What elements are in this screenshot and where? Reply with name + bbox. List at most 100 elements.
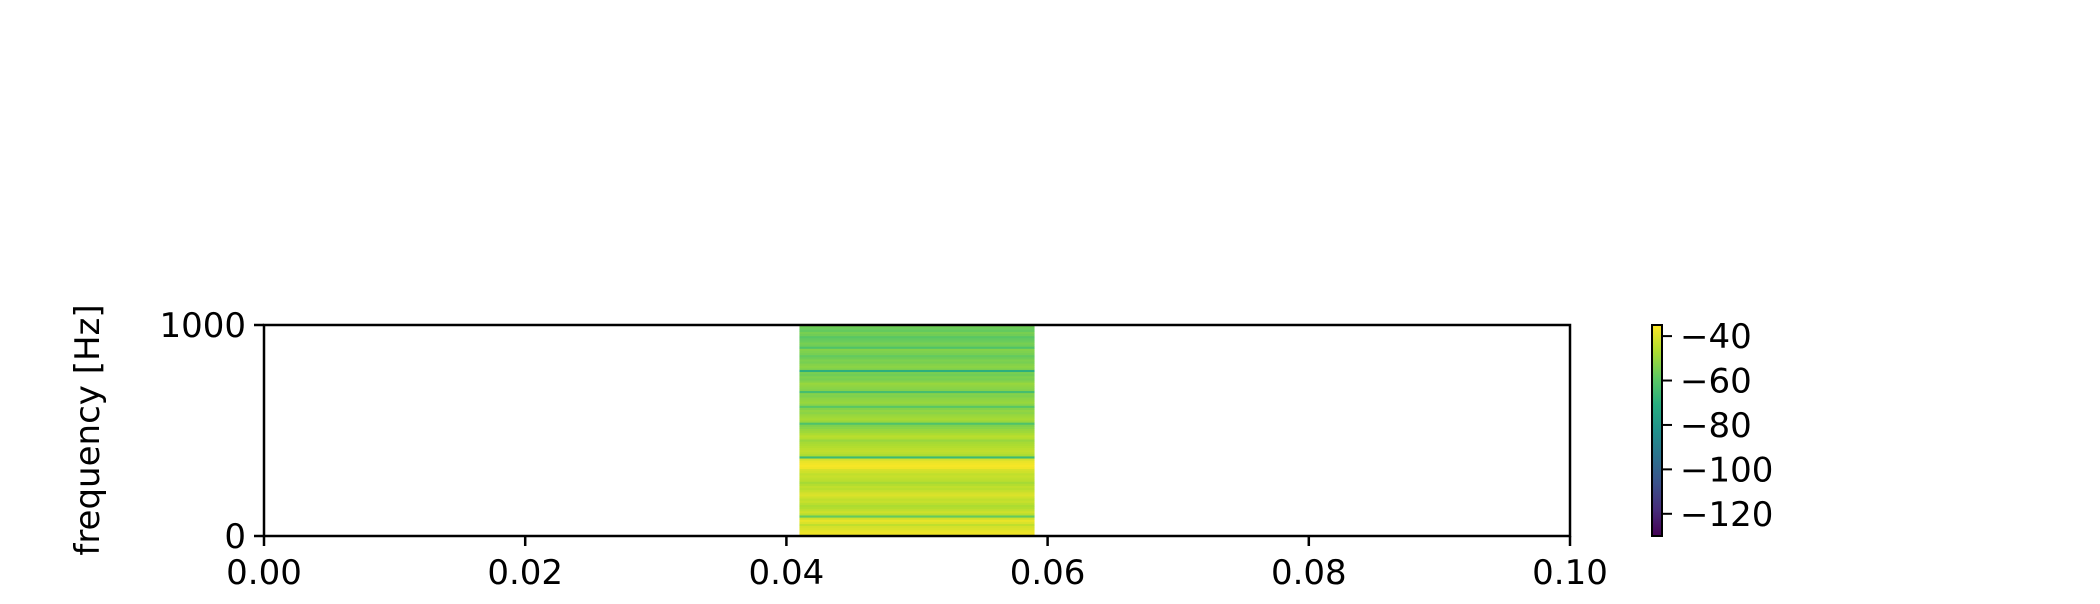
heatmap-cell xyxy=(799,527,1035,531)
heatmap-cell xyxy=(799,462,1035,465)
heatmap-cell xyxy=(799,381,1035,385)
heatmap-cell xyxy=(799,479,1035,482)
heatmap-cell xyxy=(799,388,1035,392)
heatmap-cell xyxy=(799,464,1035,467)
spectrogram-heatmap xyxy=(799,325,1035,537)
heatmap-cell xyxy=(799,384,1035,387)
heatmap-cell xyxy=(799,438,1035,442)
heatmap-cell xyxy=(799,409,1035,413)
heatmap-cell xyxy=(799,417,1035,421)
colorbar-tick-label: −40 xyxy=(1680,317,1752,357)
heatmap-cell xyxy=(799,517,1035,520)
heatmap-cell xyxy=(799,514,1035,518)
heatmap-cell xyxy=(799,428,1035,432)
heatmap-cell xyxy=(799,476,1035,480)
colorbar xyxy=(1651,324,1663,537)
heatmap-cell xyxy=(799,396,1035,400)
heatmap-cell xyxy=(799,460,1035,463)
heatmap-cell xyxy=(799,506,1035,510)
heatmap-cell xyxy=(799,339,1035,343)
heatmap-cell xyxy=(799,525,1035,529)
heatmap-cell xyxy=(799,519,1035,522)
heatmap-cell xyxy=(799,350,1035,354)
heatmap-cell xyxy=(799,398,1035,402)
heatmap-cell xyxy=(799,341,1035,345)
heatmap-cell xyxy=(799,392,1035,396)
heatmap-cell xyxy=(799,508,1035,512)
heatmap-cell xyxy=(799,472,1035,476)
heatmap-cell xyxy=(799,375,1035,379)
colorbar-tick-label: −100 xyxy=(1680,450,1773,490)
colorbar-tick-label: −120 xyxy=(1680,495,1773,535)
heatmap-cell xyxy=(799,487,1035,491)
heatmap-cell xyxy=(799,481,1035,484)
heatmap-cell xyxy=(799,512,1035,516)
x-tick-label: 0.00 xyxy=(226,553,302,593)
heatmap-cell xyxy=(799,329,1035,332)
heatmap-cell xyxy=(799,468,1035,472)
heatmap-cell xyxy=(799,529,1035,533)
colorbar-tick-label: −80 xyxy=(1680,406,1752,446)
heatmap-cell xyxy=(799,422,1035,425)
heatmap-cell xyxy=(799,489,1035,493)
heatmap-cell xyxy=(799,502,1035,505)
heatmap-cell xyxy=(799,500,1035,503)
heatmap-cell xyxy=(799,443,1035,446)
heatmap-cell xyxy=(799,325,1035,328)
heatmap-cell xyxy=(799,371,1035,375)
heatmap-cell xyxy=(799,495,1035,499)
heatmap-cell xyxy=(799,415,1035,419)
heatmap-cell xyxy=(799,333,1035,337)
heatmap-cell xyxy=(799,327,1035,330)
heatmap-cell xyxy=(799,365,1035,368)
heatmap-cell xyxy=(799,346,1035,349)
heatmap-cell xyxy=(799,377,1035,381)
heatmap-cell xyxy=(799,445,1035,448)
heatmap-cell xyxy=(799,434,1035,438)
heatmap-cell xyxy=(799,531,1035,535)
heatmap-cell xyxy=(799,373,1035,377)
heatmap-cell xyxy=(799,430,1035,434)
heatmap-cell xyxy=(799,356,1035,360)
heatmap-cell xyxy=(799,474,1035,478)
heatmap-cell xyxy=(799,470,1035,474)
heatmap-cell xyxy=(799,449,1035,453)
colorbar-ticks: −40 −60−80−100 −120 xyxy=(1662,317,1773,535)
x-tick-label: 0.10 xyxy=(1532,553,1608,593)
heatmap-cell xyxy=(799,337,1035,341)
heatmap-cell xyxy=(799,436,1035,440)
heatmap-cell xyxy=(799,466,1035,470)
heatmap-cell xyxy=(799,493,1035,497)
x-tick-label: 0.02 xyxy=(487,553,563,593)
heatmap-cell xyxy=(799,483,1035,486)
heatmap-cell xyxy=(799,498,1035,501)
heatmap-cell xyxy=(799,369,1035,373)
x-tick-label: 0.06 xyxy=(1010,553,1086,593)
heatmap-cell xyxy=(799,504,1035,508)
heatmap-cell xyxy=(799,407,1035,410)
heatmap-cell xyxy=(799,510,1035,514)
heatmap-cell xyxy=(799,485,1035,489)
heatmap-cell xyxy=(799,451,1035,455)
y-tick-label: 1000 xyxy=(159,306,246,346)
heatmap-cell xyxy=(799,360,1035,364)
heatmap-cell xyxy=(799,523,1035,527)
heatmap-cell xyxy=(799,441,1035,444)
x-tick-label: 0.08 xyxy=(1271,553,1347,593)
heatmap-cell xyxy=(799,405,1035,408)
x-axis-ticks: 0.00 0.02 0.04 0.06 0.08 0.10 xyxy=(226,536,1608,593)
heatmap-cell xyxy=(799,432,1035,436)
heatmap-cell xyxy=(799,348,1035,351)
plot-area-frame xyxy=(262,323,1572,538)
y-axis-ticks: 0 1000 xyxy=(159,306,264,557)
heatmap-cell xyxy=(799,447,1035,451)
heatmap-cell xyxy=(799,343,1035,347)
heatmap-cell xyxy=(799,457,1035,461)
heatmap-cell xyxy=(799,453,1035,457)
heatmap-cell xyxy=(799,362,1035,366)
heatmap-cell xyxy=(799,379,1035,383)
heatmap-cell xyxy=(799,411,1035,415)
heatmap-cell xyxy=(799,352,1035,356)
